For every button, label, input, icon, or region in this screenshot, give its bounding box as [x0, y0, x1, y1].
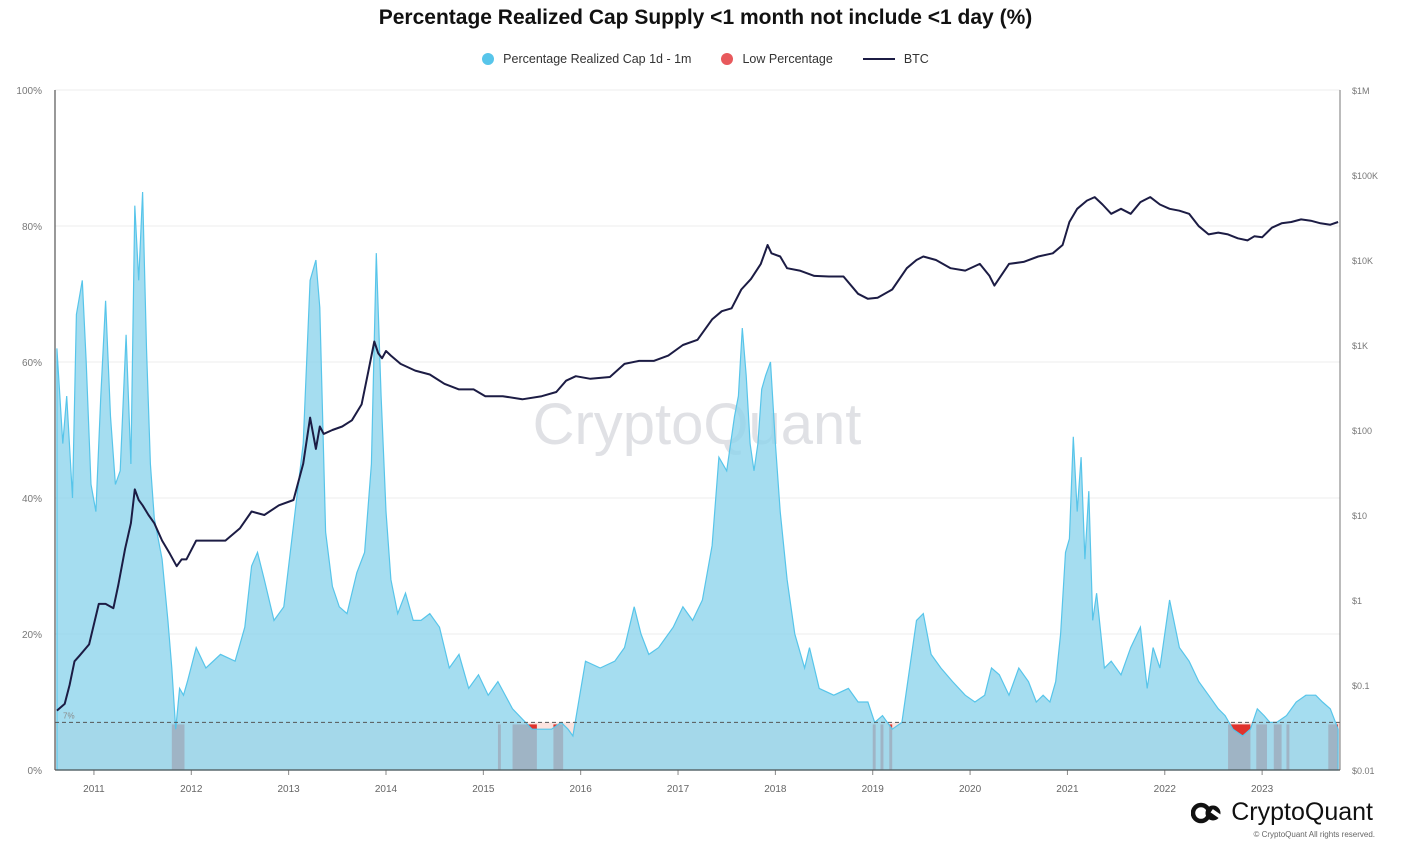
legend-marker-low-percentage — [721, 53, 734, 65]
x-tick-label: 2023 — [1251, 784, 1274, 795]
y-right-tick-label: $100 — [1352, 426, 1372, 436]
legend-marker-btc — [862, 58, 895, 60]
x-tick-label: 2016 — [570, 784, 593, 795]
y-right-tick-label: $0.1 — [1352, 681, 1370, 691]
x-tick-label: 2020 — [959, 784, 982, 795]
y-right-tick-label: $100K — [1352, 171, 1378, 181]
brand-logo: CryptoQuant — [1191, 798, 1373, 827]
copyright: © CryptoQuant All rights reserved. — [1253, 830, 1376, 839]
cryptoquant-logo-icon — [1191, 802, 1223, 823]
watermark: CryptoQuant — [533, 392, 862, 457]
threshold-label: 7% — [63, 711, 75, 720]
realized-cap-area — [56, 191, 1339, 771]
x-tick-label: 2012 — [180, 784, 203, 795]
legend-marker-realized-cap — [482, 53, 495, 65]
y-right-tick-label: $1 — [1352, 596, 1362, 606]
y-left-tick-label: 40% — [22, 494, 42, 505]
x-tick-label: 2022 — [1154, 784, 1177, 795]
x-tick-label: 2014 — [375, 784, 398, 795]
y-right-tick-label: $1M — [1352, 86, 1370, 96]
y-left-tick-label: 20% — [22, 630, 42, 641]
x-tick-label: 2018 — [764, 784, 787, 795]
brand-name: CryptoQuant — [1231, 798, 1373, 826]
x-tick-label: 2019 — [862, 784, 885, 795]
x-tick-label: 2021 — [1056, 784, 1079, 795]
legend-item-btc[interactable]: BTC — [862, 52, 929, 66]
legend-item-low-percentage[interactable]: Low Percentage — [721, 52, 833, 66]
y-right-tick-label: $0.01 — [1352, 766, 1375, 776]
x-tick-label: 2017 — [667, 784, 690, 795]
y-right-tick-label: $10 — [1352, 511, 1367, 521]
y-left-tick-label: 80% — [22, 222, 42, 233]
legend-label-realized-cap: Percentage Realized Cap 1d - 1m — [503, 52, 692, 66]
y-right-tick-label: $1K — [1352, 341, 1368, 351]
y-right-tick-label: $10K — [1352, 256, 1373, 266]
axes: 0% 20% 40% 60% 80% 100% $0.01 $0.1 $1 $10 $100 $1K $… — [16, 86, 1378, 795]
btc-price-line — [56, 196, 1339, 712]
x-tick-label: 2011 — [83, 784, 105, 795]
legend: Percentage Realized Cap 1d - 1m Low Perc… — [0, 52, 1411, 66]
legend-item-realized-cap[interactable]: Percentage Realized Cap 1d - 1m — [482, 52, 691, 66]
x-tick-label: 2015 — [472, 784, 495, 795]
y-left-tick-label: 100% — [16, 86, 42, 97]
legend-label-btc: BTC — [903, 52, 929, 66]
chart-title: Percentage Realized Cap Supply <1 month … — [378, 6, 1033, 29]
legend-label-low-percentage: Low Percentage — [742, 52, 833, 66]
y-left-tick-label: 60% — [22, 358, 42, 369]
gridlines — [55, 89, 1340, 635]
x-tick-label: 2013 — [278, 784, 301, 795]
y-left-tick-label: 0% — [28, 766, 43, 777]
